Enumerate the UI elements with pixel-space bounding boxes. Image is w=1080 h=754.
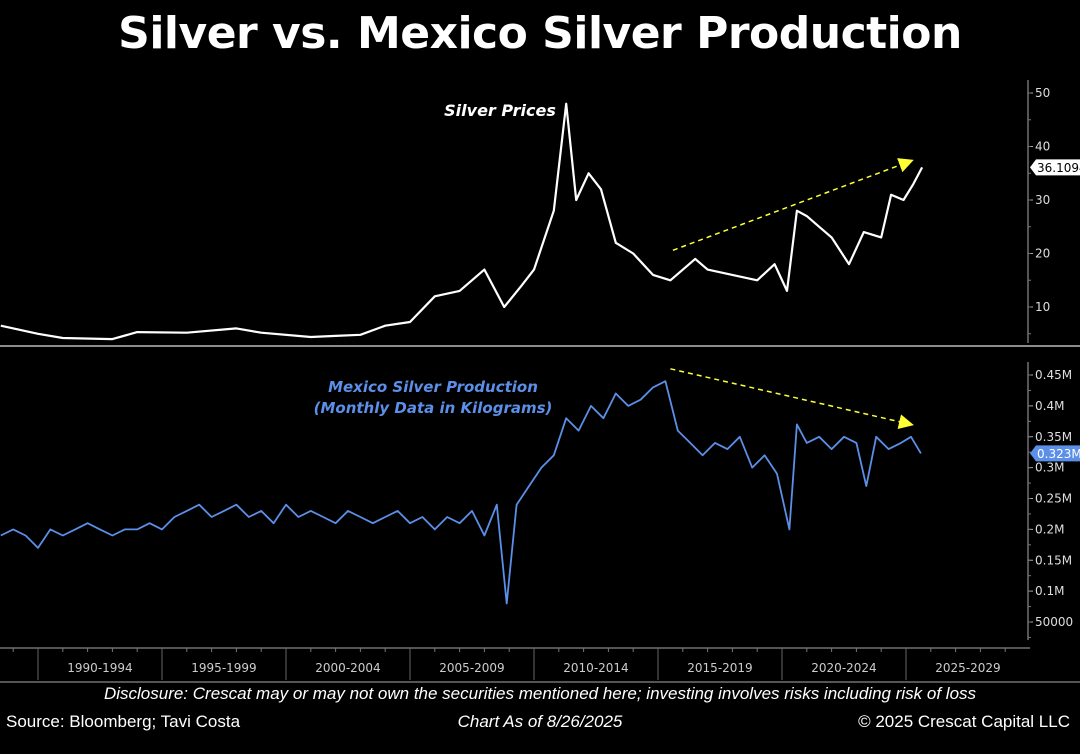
disclosure-text: Disclosure: Crescat may or may not own t… (103, 684, 977, 703)
x-tick-label: 2025-2029 (935, 661, 1000, 675)
y-tick-label: 0.15M (1035, 553, 1072, 567)
y-tick-label: 0.3M (1035, 461, 1064, 475)
silver-price-line (0, 102, 924, 341)
source-text: Source: Bloomberg; Tavi Costa (6, 712, 241, 731)
chart-title: Silver vs. Mexico Silver Production (118, 8, 962, 59)
x-tick-label: 2000-2004 (315, 661, 380, 675)
silver-price-panel: 10 20 30 40 50 36.1094 (0, 80, 1080, 343)
as-of-text: Chart As of 8/26/2025 (457, 712, 623, 731)
mexico-production-panel: 50000 0.1M 0.15M 0.2M 0.25M 0.3M 0.35M 0.4M 0.45… (0, 362, 1080, 640)
copyright-text: © 2025 Crescat Capital LLC (858, 712, 1070, 731)
last-value-tag (1030, 445, 1080, 462)
production-sublabel: (Monthly Data in Kilograms) (314, 399, 553, 417)
x-tick-label: 1990-1994 (67, 661, 132, 675)
x-axis: 1990-1994 1995-1999 2000-2004 2005-2009 2010… (0, 647, 1080, 683)
y-tick-label: 0.4M (1035, 399, 1064, 413)
y-tick-label: 50 (1035, 86, 1050, 100)
y-tick-label: 50000 (1035, 615, 1073, 629)
last-value-tag (1030, 159, 1080, 176)
last-value-label: 36.1094 (1037, 161, 1080, 175)
y-tick-label: 0.1M (1035, 584, 1064, 598)
y-tick-label: 30 (1035, 193, 1050, 207)
y-tick-label: 0.45M (1035, 368, 1072, 382)
last-value-label: 0.323M (1037, 447, 1080, 461)
y-tick-label: 0.35M (1035, 430, 1072, 444)
silver-prices-label: Silver Prices (444, 101, 556, 120)
x-tick-label: 1995-1999 (191, 661, 256, 675)
x-tick-label: 2015-2019 (687, 661, 752, 675)
production-line (0, 380, 922, 605)
y-tick-label: 20 (1035, 247, 1050, 261)
x-tick-label: 2010-2014 (563, 661, 628, 675)
y-tick-label: 0.25M (1035, 492, 1072, 506)
uptrend-arrow (672, 158, 914, 251)
downtrend-arrow (670, 368, 914, 430)
y-tick-label: 10 (1035, 300, 1050, 314)
x-tick-label: 2005-2009 (439, 661, 504, 675)
x-tick-label: 2020-2024 (811, 661, 876, 675)
y-tick-label: 0.2M (1035, 522, 1064, 536)
y-tick-label: 40 (1035, 140, 1050, 154)
production-label: Mexico Silver Production (328, 378, 538, 396)
